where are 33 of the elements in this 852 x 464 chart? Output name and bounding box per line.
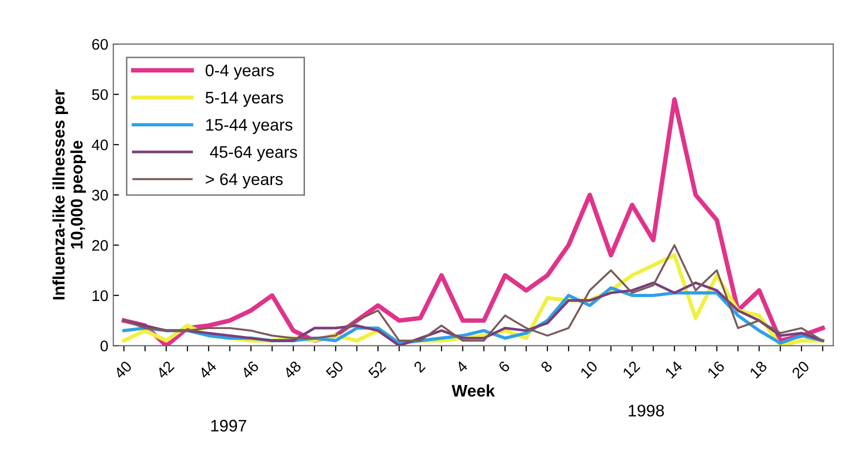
x-tick-label: 50 [325, 360, 344, 380]
legend-label: 45-64 years [210, 146, 298, 162]
x-tick-label: 16 [706, 360, 726, 379]
x-tick-label: 52 [368, 360, 386, 380]
y-tick-label: 30 [92, 190, 108, 201]
x-tick-label: 4 [455, 360, 468, 374]
x-tick-label: 10 [580, 360, 598, 379]
y-tick-label: 20 [92, 240, 108, 251]
x-tick-label: 20 [791, 360, 810, 379]
x-axis-title: Week [452, 384, 495, 397]
x-tick-label: 8 [540, 360, 553, 374]
x-tick-label: 6 [498, 360, 510, 373]
x-tick-label: 44 [198, 360, 218, 380]
legend-label: 5-14 years [206, 92, 284, 107]
x-tick-label: 40 [113, 360, 132, 380]
x-tick-label: 18 [749, 360, 768, 379]
y-tick-label: 0 [100, 340, 108, 352]
y-tick-label: 60 [92, 38, 108, 50]
y-tick-label: 10 [92, 290, 108, 302]
x-tick-label: 46 [240, 360, 260, 380]
x-tick-label: 14 [664, 360, 683, 379]
x-tick-label: 12 [622, 360, 640, 379]
y-axis-title: Influenza-like illnesses per 10,000 people [52, 90, 86, 300]
y-tick-label: 50 [92, 89, 108, 100]
legend-label: > 64 years [206, 173, 283, 188]
legend-label: 15-44 years [206, 119, 292, 134]
x-tick-label: 2 [413, 360, 426, 373]
text: 1997 [211, 420, 246, 432]
x-tick-label: 42 [156, 360, 175, 380]
x-tick-label: 48 [282, 360, 302, 380]
legend-label: 0-4 years [206, 64, 274, 80]
text: 1998 [628, 404, 664, 417]
y-tick-label: 40 [92, 139, 108, 150]
